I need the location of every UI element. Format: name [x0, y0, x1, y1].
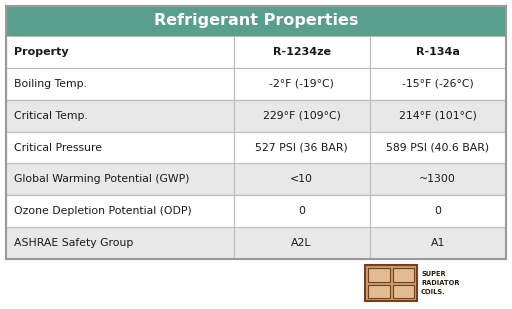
Bar	[368, 285, 390, 298]
Bar	[233, 132, 370, 163]
Bar	[233, 100, 370, 132]
Bar	[6, 6, 506, 259]
Bar	[393, 285, 414, 298]
Text: ~1300: ~1300	[419, 174, 456, 184]
Text: A2L: A2L	[291, 238, 312, 248]
Text: Boiling Temp.: Boiling Temp.	[14, 79, 87, 89]
Bar	[370, 195, 506, 227]
Text: 0: 0	[298, 206, 305, 216]
Text: A1: A1	[431, 238, 445, 248]
Text: RADIATOR: RADIATOR	[421, 280, 459, 286]
Text: Property: Property	[14, 47, 69, 57]
Bar	[6, 227, 233, 259]
Text: ASHRAE Safety Group: ASHRAE Safety Group	[14, 238, 133, 248]
Text: 229°F (109°C): 229°F (109°C)	[263, 111, 340, 121]
Text: 589 PSI (40.6 BAR): 589 PSI (40.6 BAR)	[386, 142, 489, 153]
Text: Global Warming Potential (GWP): Global Warming Potential (GWP)	[14, 174, 189, 184]
Text: Critical Temp.: Critical Temp.	[14, 111, 88, 121]
Bar	[365, 265, 417, 301]
Bar	[370, 36, 506, 68]
Text: COILS.: COILS.	[421, 289, 445, 295]
Bar	[6, 195, 233, 227]
Bar	[233, 195, 370, 227]
Text: Ozone Depletion Potential (ODP): Ozone Depletion Potential (ODP)	[14, 206, 192, 216]
Text: 214°F (101°C): 214°F (101°C)	[399, 111, 477, 121]
Bar	[370, 132, 506, 163]
Bar	[233, 227, 370, 259]
Bar	[370, 227, 506, 259]
Text: R-134a: R-134a	[416, 47, 460, 57]
Text: R-1234ze: R-1234ze	[272, 47, 331, 57]
Bar	[6, 68, 233, 100]
Text: 0: 0	[434, 206, 441, 216]
Bar	[6, 132, 233, 163]
Text: SUPER: SUPER	[421, 271, 445, 277]
Text: <10: <10	[290, 174, 313, 184]
Text: 527 PSI (36 BAR): 527 PSI (36 BAR)	[255, 142, 348, 153]
Bar	[233, 36, 370, 68]
Bar	[6, 6, 506, 36]
Text: Critical Pressure: Critical Pressure	[14, 142, 102, 153]
Bar	[233, 163, 370, 195]
Text: Refrigerant Properties: Refrigerant Properties	[154, 14, 358, 28]
Text: -2°F (-19°C): -2°F (-19°C)	[269, 79, 334, 89]
Bar	[370, 100, 506, 132]
Bar	[393, 268, 414, 281]
Bar	[370, 68, 506, 100]
Bar	[6, 163, 233, 195]
Bar	[233, 68, 370, 100]
Text: -15°F (-26°C): -15°F (-26°C)	[402, 79, 474, 89]
Bar	[370, 163, 506, 195]
Bar	[6, 100, 233, 132]
Bar	[368, 268, 390, 281]
Bar	[6, 36, 233, 68]
